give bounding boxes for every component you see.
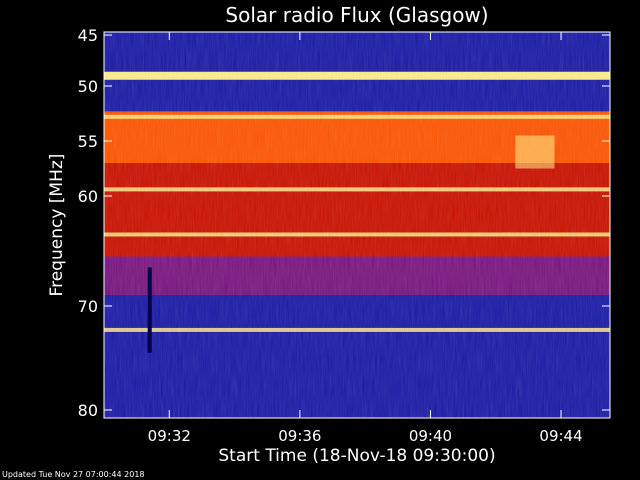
vertical-streak [147,267,152,353]
y-tick-label: 45 [78,26,98,45]
x-axis-label: Start Time (18-Nov-18 09:30:00) [218,446,495,466]
y-axis: 45 50 55 60 70 80 [78,26,610,420]
y-tick-label: 60 [78,187,98,206]
y-tick-label: 70 [78,297,98,316]
y-tick-label: 50 [78,77,98,96]
plot-area [104,32,610,418]
x-tick-label: 09:36 [278,427,321,445]
y-tick-label: 55 [78,132,98,151]
x-tick-label: 09:44 [539,427,582,445]
y-tick-label: 80 [78,401,98,420]
updated-timestamp: Updated Tue Nov 27 07:00:44 2018 [2,470,145,479]
x-tick-label: 09:40 [409,427,452,445]
y-axis-label: Frequency [MHz] [47,154,67,297]
x-tick-label: 09:32 [148,427,191,445]
burst [515,135,555,169]
noise-texture [104,32,610,418]
plot-frame [103,31,611,419]
chart-title: Solar radio Flux (Glasgow) [225,3,488,27]
x-axis: 09:32 09:36 09:40 09:44 [148,32,583,445]
